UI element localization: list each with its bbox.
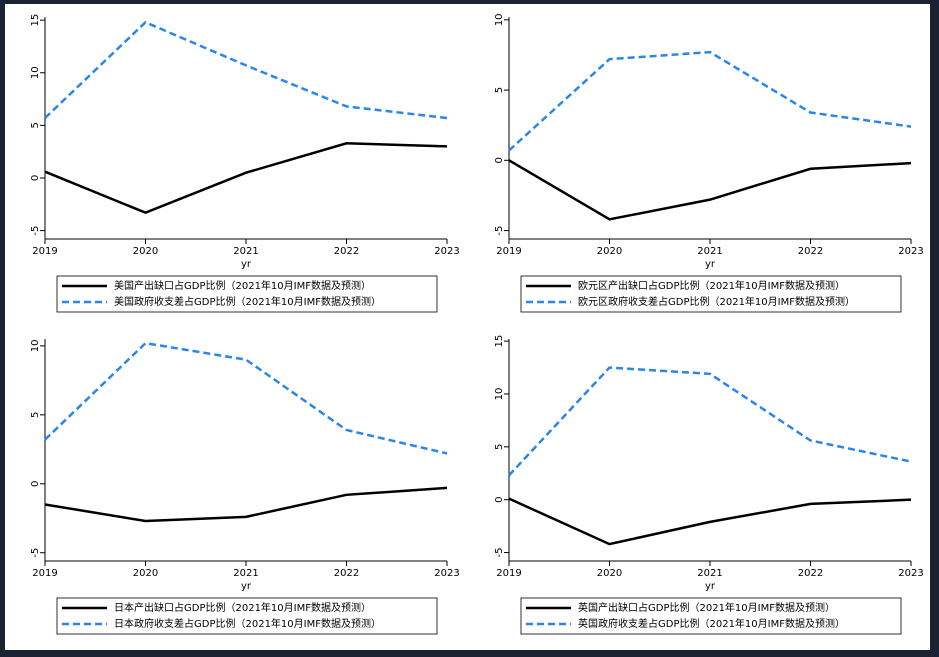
legend-box xyxy=(56,597,438,635)
y-tick-label: 10 xyxy=(494,13,505,26)
x-tick-label: 2019 xyxy=(496,568,521,579)
legend-box xyxy=(56,275,438,313)
legend-box xyxy=(520,597,902,635)
x-tick-label: 2021 xyxy=(233,568,258,579)
x-tick-label: 2022 xyxy=(334,568,359,579)
legend-label: 欧元区政府收支差占GDP比例（2021年10月IMF数据及预测） xyxy=(578,295,855,308)
series-line xyxy=(508,497,912,546)
y-tick-label: 10 xyxy=(494,388,505,401)
x-tick-label: 2021 xyxy=(697,568,722,579)
series-line xyxy=(508,159,912,221)
series-line xyxy=(44,20,448,120)
x-tick-label: 2022 xyxy=(334,246,359,257)
y-tick-label: 5 xyxy=(494,444,505,450)
x-tick-label: 2022 xyxy=(798,568,823,579)
legend-label: 美国产出缺口占GDP比例（2021年10月IMF数据及预测） xyxy=(114,279,371,292)
legend-label: 美国政府收支差占GDP比例（2021年10月IMF数据及预测） xyxy=(114,295,381,308)
y-tick-label: 0 xyxy=(30,481,41,487)
y-tick-label: 5 xyxy=(30,122,41,128)
x-tick-label: 2020 xyxy=(133,568,158,579)
x-tick-label: 2023 xyxy=(434,568,459,579)
y-tick-label: 0 xyxy=(30,175,41,181)
x-tick-label: 2020 xyxy=(597,568,622,579)
series-line xyxy=(44,486,448,523)
x-axis-label: yr xyxy=(705,259,716,270)
y-tick-label: 0 xyxy=(494,496,505,502)
legend-label: 日本产出缺口占GDP比例（2021年10月IMF数据及预测） xyxy=(114,601,371,614)
y-tick-label: 15 xyxy=(30,14,41,27)
x-axis-label: yr xyxy=(241,259,252,270)
y-tick-label: 10 xyxy=(30,340,41,353)
y-tick-label: 10 xyxy=(30,66,41,79)
y-tick-label: 15 xyxy=(494,335,505,348)
x-tick-label: 2019 xyxy=(496,246,521,257)
x-tick-label: 2020 xyxy=(597,246,622,257)
x-tick-label: 2023 xyxy=(898,568,923,579)
x-tick-label: 2020 xyxy=(133,246,158,257)
y-tick-label: -5 xyxy=(494,226,505,236)
series-line xyxy=(508,50,912,152)
y-tick-label: 0 xyxy=(494,157,505,163)
legend-label: 日本政府收支差占GDP比例（2021年10月IMF数据及预测） xyxy=(114,617,381,630)
legend-label: 英国产出缺口占GDP比例（2021年10月IMF数据及预测） xyxy=(578,601,835,614)
x-tick-label: 2023 xyxy=(434,246,459,257)
y-tick-label: -5 xyxy=(30,226,41,236)
y-tick-label: -5 xyxy=(494,548,505,558)
panel-background xyxy=(5,4,930,650)
y-tick-label: 5 xyxy=(494,87,505,93)
x-tick-label: 2019 xyxy=(32,568,57,579)
series-line xyxy=(508,366,912,477)
y-tick-label: -5 xyxy=(30,548,41,558)
series-line xyxy=(44,341,448,455)
legend-label: 英国政府收支差占GDP比例（2021年10月IMF数据及预测） xyxy=(578,617,845,630)
series-line xyxy=(44,142,448,215)
x-tick-label: 2019 xyxy=(32,246,57,257)
y-tick-label: 5 xyxy=(30,412,41,418)
x-tick-label: 2021 xyxy=(233,246,258,257)
x-axis-label: yr xyxy=(705,581,716,592)
legend-label: 欧元区产出缺口占GDP比例（2021年10月IMF数据及预测） xyxy=(578,279,845,292)
x-tick-label: 2023 xyxy=(898,246,923,257)
legend-box xyxy=(520,275,902,313)
x-tick-label: 2022 xyxy=(798,246,823,257)
x-tick-label: 2021 xyxy=(697,246,722,257)
x-axis-label: yr xyxy=(241,581,252,592)
